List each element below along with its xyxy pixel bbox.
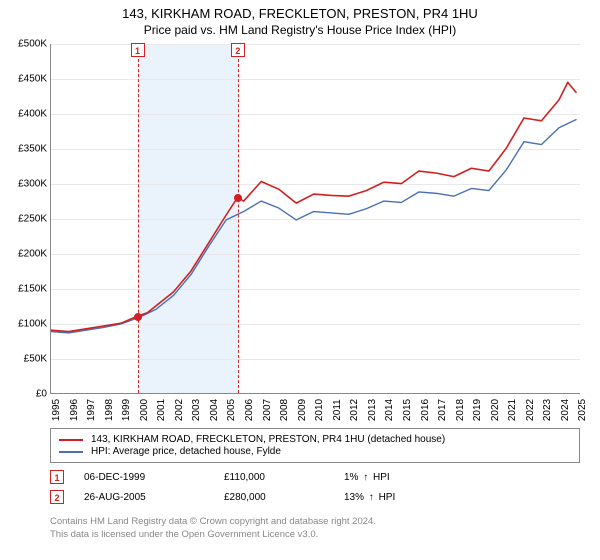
x-axis-tick-label: 2002	[174, 399, 185, 421]
sale-date: 26-AUG-2005	[84, 492, 224, 503]
x-axis-tick-label: 2024	[560, 399, 571, 421]
y-axis-tick-label: £0	[3, 389, 47, 400]
x-axis-tick-label: 2020	[490, 399, 501, 421]
x-axis-tick-label: 2012	[349, 399, 360, 421]
chart-title-block: 143, KIRKHAM ROAD, FRECKLETON, PRESTON, …	[0, 0, 600, 37]
x-axis-tick-label: 2004	[209, 399, 220, 421]
x-axis-tick-label: 2021	[507, 399, 518, 421]
y-axis-tick-label: £250K	[3, 214, 47, 225]
legend-box: 143, KIRKHAM ROAD, FRECKLETON, PRESTON, …	[50, 428, 580, 463]
sale-pct-vs-hpi: 13% ↑ HPI	[344, 492, 395, 503]
x-axis-tick-label: 2007	[262, 399, 273, 421]
x-axis-tick-label: 2019	[472, 399, 483, 421]
y-axis-tick-label: £150K	[3, 284, 47, 295]
sales-row: 2 26-AUG-2005 £280,000 13% ↑ HPI	[50, 490, 580, 504]
x-axis-tick-label: 2018	[455, 399, 466, 421]
sale-price: £110,000	[224, 472, 344, 483]
x-axis-tick-label: 2005	[226, 399, 237, 421]
x-axis-tick-label: 1995	[51, 399, 62, 421]
x-axis-tick-label: 2015	[402, 399, 413, 421]
chart-plot-area: £0£50K£100K£150K£200K£250K£300K£350K£400…	[50, 44, 580, 394]
arrow-up-icon: ↑	[363, 472, 368, 483]
x-axis-tick-label: 2003	[191, 399, 202, 421]
arrow-up-icon: ↑	[369, 492, 374, 503]
sale-pct: 13%	[344, 492, 364, 503]
y-axis-tick-label: £450K	[3, 74, 47, 85]
sale-date: 06-DEC-1999	[84, 472, 224, 483]
x-axis-tick-label: 1998	[104, 399, 115, 421]
legend-item: 143, KIRKHAM ROAD, FRECKLETON, PRESTON, …	[59, 434, 571, 445]
sale-price: £280,000	[224, 492, 344, 503]
x-axis-tick-label: 2008	[279, 399, 290, 421]
sale-marker-number: 2	[50, 490, 64, 504]
series-hpi	[51, 119, 576, 333]
x-axis-tick-label: 2000	[139, 399, 150, 421]
legend-swatch	[59, 451, 83, 453]
plot-svg	[51, 44, 580, 393]
sale-marker-number: 1	[50, 470, 64, 484]
x-axis-tick-label: 2009	[297, 399, 308, 421]
legend-label: 143, KIRKHAM ROAD, FRECKLETON, PRESTON, …	[91, 434, 445, 445]
y-axis-tick-label: £100K	[3, 319, 47, 330]
legend-item: HPI: Average price, detached house, Fyld…	[59, 446, 571, 457]
y-axis-tick-label: £300K	[3, 179, 47, 190]
y-axis-tick-label: £350K	[3, 144, 47, 155]
chart-title-line1: 143, KIRKHAM ROAD, FRECKLETON, PRESTON, …	[0, 6, 600, 21]
legend-swatch	[59, 439, 83, 441]
x-axis-tick-label: 2013	[367, 399, 378, 421]
attribution-text: Contains HM Land Registry data © Crown c…	[50, 516, 580, 542]
x-axis-tick-label: 2010	[314, 399, 325, 421]
attribution-line1: Contains HM Land Registry data © Crown c…	[50, 516, 580, 529]
y-axis-tick-label: £500K	[3, 39, 47, 50]
x-axis-tick-label: 2022	[525, 399, 536, 421]
x-axis-tick-label: 1996	[69, 399, 80, 421]
x-axis-tick-label: 2017	[437, 399, 448, 421]
legend-label: HPI: Average price, detached house, Fyld…	[91, 446, 281, 457]
x-axis-tick-label: 2025	[577, 399, 588, 421]
sale-marker-dot	[134, 313, 142, 321]
series-subject	[51, 82, 576, 331]
attribution-line2: This data is licensed under the Open Gov…	[50, 529, 580, 542]
y-axis-tick-label: £400K	[3, 109, 47, 120]
chart-title-line2: Price paid vs. HM Land Registry's House …	[0, 23, 600, 37]
sale-vs-label: HPI	[379, 492, 396, 503]
x-axis-tick-label: 2023	[542, 399, 553, 421]
x-axis-tick-label: 2016	[420, 399, 431, 421]
x-axis-tick-label: 2011	[332, 399, 343, 421]
sale-pct: 1%	[344, 472, 358, 483]
sale-pct-vs-hpi: 1% ↑ HPI	[344, 472, 390, 483]
sales-row: 1 06-DEC-1999 £110,000 1% ↑ HPI	[50, 470, 580, 484]
x-axis-tick-label: 1997	[86, 399, 97, 421]
x-axis-tick-label: 2006	[244, 399, 255, 421]
sale-vs-label: HPI	[373, 472, 390, 483]
x-axis-tick-label: 1999	[121, 399, 132, 421]
y-axis-tick-label: £50K	[3, 354, 47, 365]
sales-table: 1 06-DEC-1999 £110,000 1% ↑ HPI 2 26-AUG…	[50, 470, 580, 510]
y-axis-tick-label: £200K	[3, 249, 47, 260]
sale-marker-dot	[234, 194, 242, 202]
x-axis-tick-label: 2014	[384, 399, 395, 421]
x-axis-tick-label: 2001	[156, 399, 167, 421]
